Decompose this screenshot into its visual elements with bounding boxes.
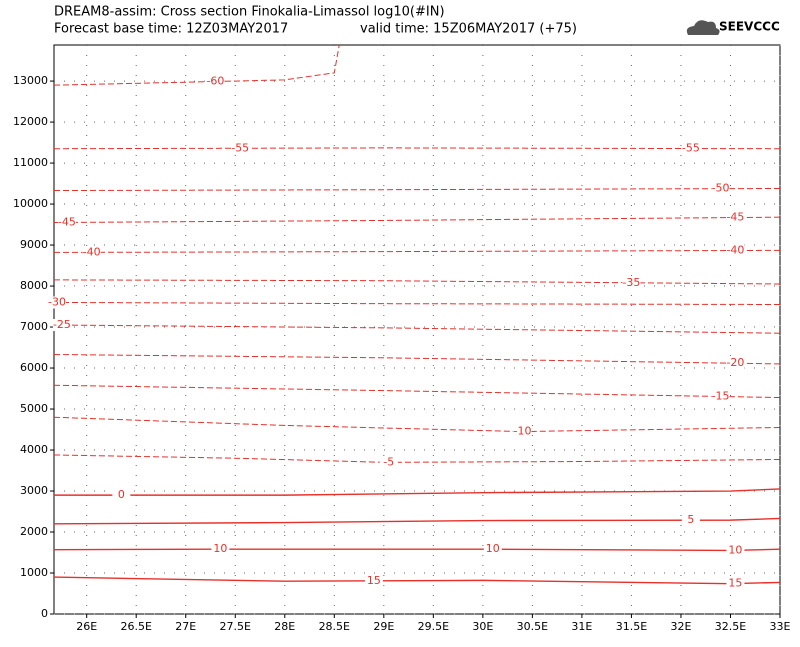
- contour-label-bg: [513, 425, 532, 438]
- x-tick-label: 28E: [274, 620, 295, 633]
- contour-label: -60: [206, 75, 224, 88]
- contour-label: -50: [712, 182, 730, 195]
- contour-label: -30: [48, 295, 66, 308]
- y-tick-label: 9000: [20, 238, 48, 251]
- y-tick-label: 2000: [20, 525, 48, 538]
- x-tick-label: 29E: [373, 620, 394, 633]
- contour-label-bg: [379, 456, 398, 469]
- contour-label: 10: [486, 542, 500, 555]
- contour-label-bg: [681, 142, 700, 155]
- x-tick-label: 30.5E: [517, 620, 548, 633]
- contour-label-bg: [711, 390, 730, 403]
- contour-line: [53, 249, 781, 253]
- contour-label: -45: [58, 215, 76, 228]
- contour-label-bg: [483, 543, 502, 556]
- y-tick-label: 1000: [20, 566, 48, 579]
- contour-label: -15: [712, 390, 730, 403]
- contour-label-bg: [622, 276, 641, 289]
- x-tick-label: 33E: [770, 620, 791, 633]
- contour-label: -25: [53, 318, 71, 331]
- contour-label: 10: [728, 543, 742, 556]
- contour-label: -45: [726, 211, 744, 224]
- contour-line: [53, 324, 781, 334]
- x-tick-label: 32E: [670, 620, 691, 633]
- x-tick-label: 31.5E: [616, 620, 647, 633]
- contour-label-bg: [726, 357, 745, 370]
- y-tick-label: 11000: [13, 156, 48, 169]
- contour-label: -40: [726, 244, 744, 257]
- contour-label: 0: [118, 488, 125, 501]
- x-tick-label: 27E: [175, 620, 196, 633]
- contour-label: -40: [83, 245, 101, 258]
- y-tick-label: 0: [41, 607, 48, 620]
- contour-line: [53, 279, 781, 285]
- y-tick-label: 13000: [13, 74, 48, 87]
- contour-line: [53, 44, 340, 86]
- contour-label: 5: [687, 513, 694, 526]
- y-tick-label: 12000: [13, 115, 48, 128]
- contour-line: [53, 354, 781, 365]
- contour-label: -5: [383, 455, 394, 468]
- contour-label-bg: [726, 544, 745, 557]
- x-tick-label: 26.5E: [120, 620, 151, 633]
- contour-label-bg: [211, 543, 230, 556]
- logo: SEEVCCC: [719, 20, 780, 34]
- contour-line: [53, 548, 781, 552]
- contour-label: -10: [513, 425, 531, 438]
- contour-label: -35: [622, 276, 640, 289]
- x-tick-label: 27.5E: [220, 620, 251, 633]
- contour-line: [53, 517, 781, 525]
- y-tick-label: 3000: [20, 484, 48, 497]
- contour-label-bg: [726, 211, 745, 224]
- y-tick-label: 10000: [13, 197, 48, 210]
- contour-label-bg: [82, 246, 101, 259]
- contour-label-bg: [52, 319, 71, 332]
- y-tick-label: 6000: [20, 361, 48, 374]
- contour-label: 10: [213, 542, 227, 555]
- contour-label-bg: [364, 574, 383, 587]
- contour-label-bg: [726, 577, 745, 590]
- contour-label-bg: [681, 514, 700, 527]
- contour-label: -55: [682, 142, 700, 155]
- contour-line: [53, 384, 781, 399]
- contour-label-bg: [206, 75, 225, 88]
- x-tick-label: 28.5E: [319, 620, 350, 633]
- contour-line: [53, 147, 781, 150]
- y-tick-label: 8000: [20, 279, 48, 292]
- valid-time: valid time: 15Z06MAY2017 (+75): [360, 22, 577, 37]
- chart-title: DREAM8-assim: Cross section Finokalia-Li…: [54, 5, 445, 20]
- x-tick-label: 26E: [76, 620, 97, 633]
- contour-label: -55: [231, 141, 249, 154]
- contour-line: [53, 301, 781, 305]
- contour-label-bg: [112, 489, 131, 502]
- contour-label-bg: [47, 296, 66, 309]
- contour-label: 15: [728, 577, 742, 590]
- contour-label: 15: [367, 574, 381, 587]
- y-tick-label: 4000: [20, 443, 48, 456]
- contour-label-bg: [231, 142, 250, 155]
- x-tick-label: 32.5E: [715, 620, 746, 633]
- plot-frame: [53, 44, 781, 615]
- contour-line: [53, 454, 781, 463]
- contour-label-bg: [726, 244, 745, 257]
- contour-label: -20: [726, 356, 744, 369]
- contour-line: [53, 576, 781, 585]
- y-tick-label: 7000: [20, 320, 48, 333]
- x-tick-label: 29.5E: [418, 620, 449, 633]
- contour-line: [53, 187, 781, 192]
- x-tick-label: 30E: [472, 620, 493, 633]
- contour-line: [53, 416, 781, 433]
- contour-line: [53, 216, 781, 224]
- x-tick-label: 31E: [571, 620, 592, 633]
- contour-label-bg: [711, 182, 730, 195]
- logo-icon: [686, 20, 720, 35]
- contour-line: [54, 488, 781, 496]
- chart-subtitle: Forecast base time: 12Z03MAY2017: [54, 22, 288, 37]
- contour-label-bg: [57, 216, 76, 229]
- y-tick-label: 5000: [20, 402, 48, 415]
